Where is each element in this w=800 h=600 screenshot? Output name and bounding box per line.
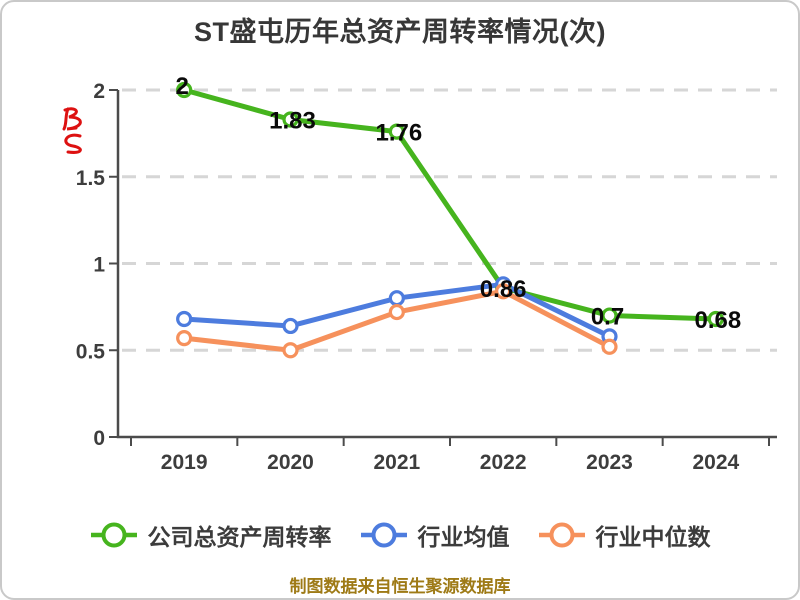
data-source-note: 制图数据来自恒生聚源数据库 <box>289 577 511 596</box>
x-tick-label: 2021 <box>373 451 420 474</box>
legend-marker-icon <box>90 522 137 548</box>
x-tick-label: 2019 <box>161 451 208 474</box>
chart-title: ST盛屯历年总资产周转率情况(次) <box>194 17 606 47</box>
legend-item: 行业中位数 <box>538 518 711 552</box>
data-point <box>282 317 299 335</box>
data-point <box>601 338 618 355</box>
data-label: 1.83 <box>269 107 316 134</box>
data-point <box>601 307 618 324</box>
x-tick-label: 2022 <box>480 451 527 474</box>
y-tick-label: 0.5 <box>76 340 106 363</box>
data-point <box>282 342 299 359</box>
legend-item: 公司总资产周转率 <box>90 518 332 552</box>
data-point <box>176 310 193 328</box>
data-label: 2 <box>175 73 188 100</box>
legend-label: 公司总资产周转率 <box>147 524 332 550</box>
data-label: 0.68 <box>694 307 741 334</box>
y-tick-label: 0 <box>93 427 105 450</box>
legend-item: 行业均值 <box>360 518 510 552</box>
x-tick-label: 2020 <box>267 451 314 474</box>
y-tick-label: 1.5 <box>76 167 106 190</box>
x-tick-label: 2023 <box>586 451 633 474</box>
y-tick-label: 2 <box>93 80 105 103</box>
red-script-watermark-icon <box>62 107 82 154</box>
legend-marker-icon <box>538 522 585 548</box>
data-point <box>495 283 512 300</box>
legend-label: 行业中位数 <box>595 524 711 550</box>
x-tick-label: 2024 <box>692 451 739 474</box>
data-point <box>707 310 724 328</box>
y-tick-label: 1 <box>93 254 105 277</box>
legend-marker-icon <box>360 522 407 548</box>
data-label: 0.86 <box>480 276 527 303</box>
data-point <box>176 81 193 99</box>
data-label: 0.7 <box>591 304 624 331</box>
data-point <box>282 111 299 128</box>
data-point <box>388 303 405 321</box>
data-label: 1.76 <box>375 120 422 147</box>
data-point <box>388 290 405 307</box>
legend-label: 行业均值 <box>417 524 510 550</box>
data-point <box>388 123 405 140</box>
data-point <box>176 330 193 347</box>
chart-legend: 公司总资产周转率 行业均值 行业中位数 <box>2 518 798 552</box>
series-line <box>181 87 719 322</box>
